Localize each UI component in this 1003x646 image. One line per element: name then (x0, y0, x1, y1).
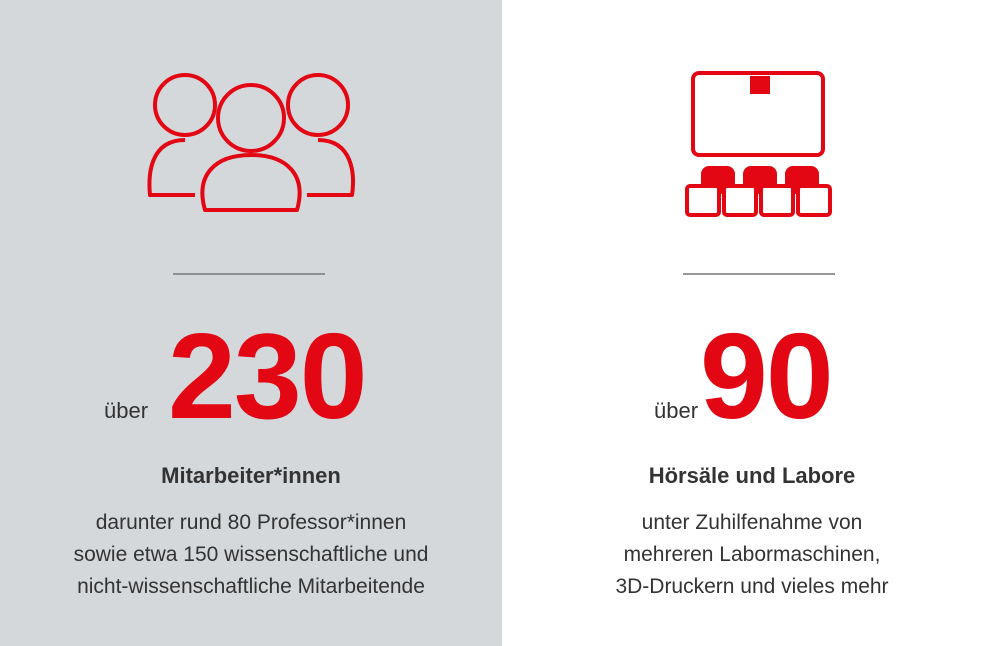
description-line: sowie etwa 150 wissenschaftliche und (74, 543, 429, 566)
description-line: nicht-wissenschaftliche Mitarbeitende (77, 575, 425, 598)
title: Hörsäle und Labore (649, 463, 856, 488)
people-icon (147, 73, 355, 212)
prefix: über (654, 398, 698, 423)
description-line: 3D-Druckern und vieles mehr (615, 575, 888, 598)
big-number: 90 (700, 308, 832, 444)
description-line: mehreren Labormaschinen, (624, 543, 881, 566)
description-line: unter Zuhilfenahme von (642, 511, 863, 534)
lecture-hall-icon (685, 71, 832, 217)
title: Mitarbeiter*innen (161, 463, 341, 488)
right-panel-bg (502, 0, 1003, 646)
big-number: 230 (168, 308, 366, 444)
prefix: über (104, 398, 148, 423)
description-line: darunter rund 80 Professor*innen (96, 511, 407, 534)
